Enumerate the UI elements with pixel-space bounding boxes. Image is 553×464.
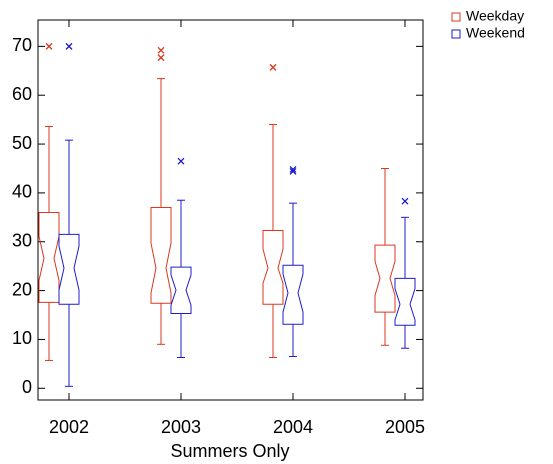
- outlier: [157, 46, 165, 54]
- outlier: [289, 167, 297, 175]
- x-tick-label: 2003: [161, 417, 201, 437]
- legend-marker: [451, 12, 461, 22]
- plot-frame: [37, 19, 424, 401]
- outlier-stroke: [65, 42, 73, 50]
- legend-label: Weekday: [466, 8, 524, 24]
- y-tick-label: 10: [12, 328, 32, 348]
- box: [282, 264, 304, 325]
- x-tick-label: 2005: [385, 417, 425, 437]
- outlier: [401, 197, 409, 205]
- x-tick-label: 2004: [273, 417, 313, 437]
- box: [58, 233, 80, 305]
- y-tick-label: 60: [12, 84, 32, 104]
- outlier: [269, 63, 277, 71]
- outlier-stroke: [157, 46, 165, 54]
- outlier-stroke: [45, 42, 53, 50]
- box: [38, 211, 60, 303]
- outlier: [65, 42, 73, 50]
- outlier-stroke: [269, 63, 277, 71]
- box: [262, 230, 284, 305]
- box: [150, 207, 172, 304]
- outlier-stroke: [401, 197, 409, 205]
- x-tick-label: 2002: [49, 417, 89, 437]
- y-tick-label: 50: [12, 133, 32, 153]
- box: [394, 277, 416, 326]
- outlier: [289, 166, 297, 173]
- box: [374, 244, 396, 313]
- legend-label: Weekend: [466, 25, 525, 41]
- outlier: [157, 54, 165, 62]
- outlier-stroke: [289, 166, 297, 173]
- legend-marker: [451, 29, 461, 39]
- outlier-stroke: [289, 167, 297, 175]
- outlier: [45, 42, 53, 50]
- y-tick-label: 0: [22, 377, 32, 397]
- y-tick-label: 40: [12, 182, 32, 202]
- y-tick-label: 70: [12, 35, 32, 55]
- outlier-stroke: [157, 54, 165, 62]
- outlier: [177, 157, 185, 165]
- x-axis-label: Summers Only: [170, 441, 289, 461]
- box: [170, 266, 192, 315]
- y-tick-label: 20: [12, 279, 32, 299]
- y-tick-label: 30: [12, 230, 32, 250]
- outlier-stroke: [177, 157, 185, 165]
